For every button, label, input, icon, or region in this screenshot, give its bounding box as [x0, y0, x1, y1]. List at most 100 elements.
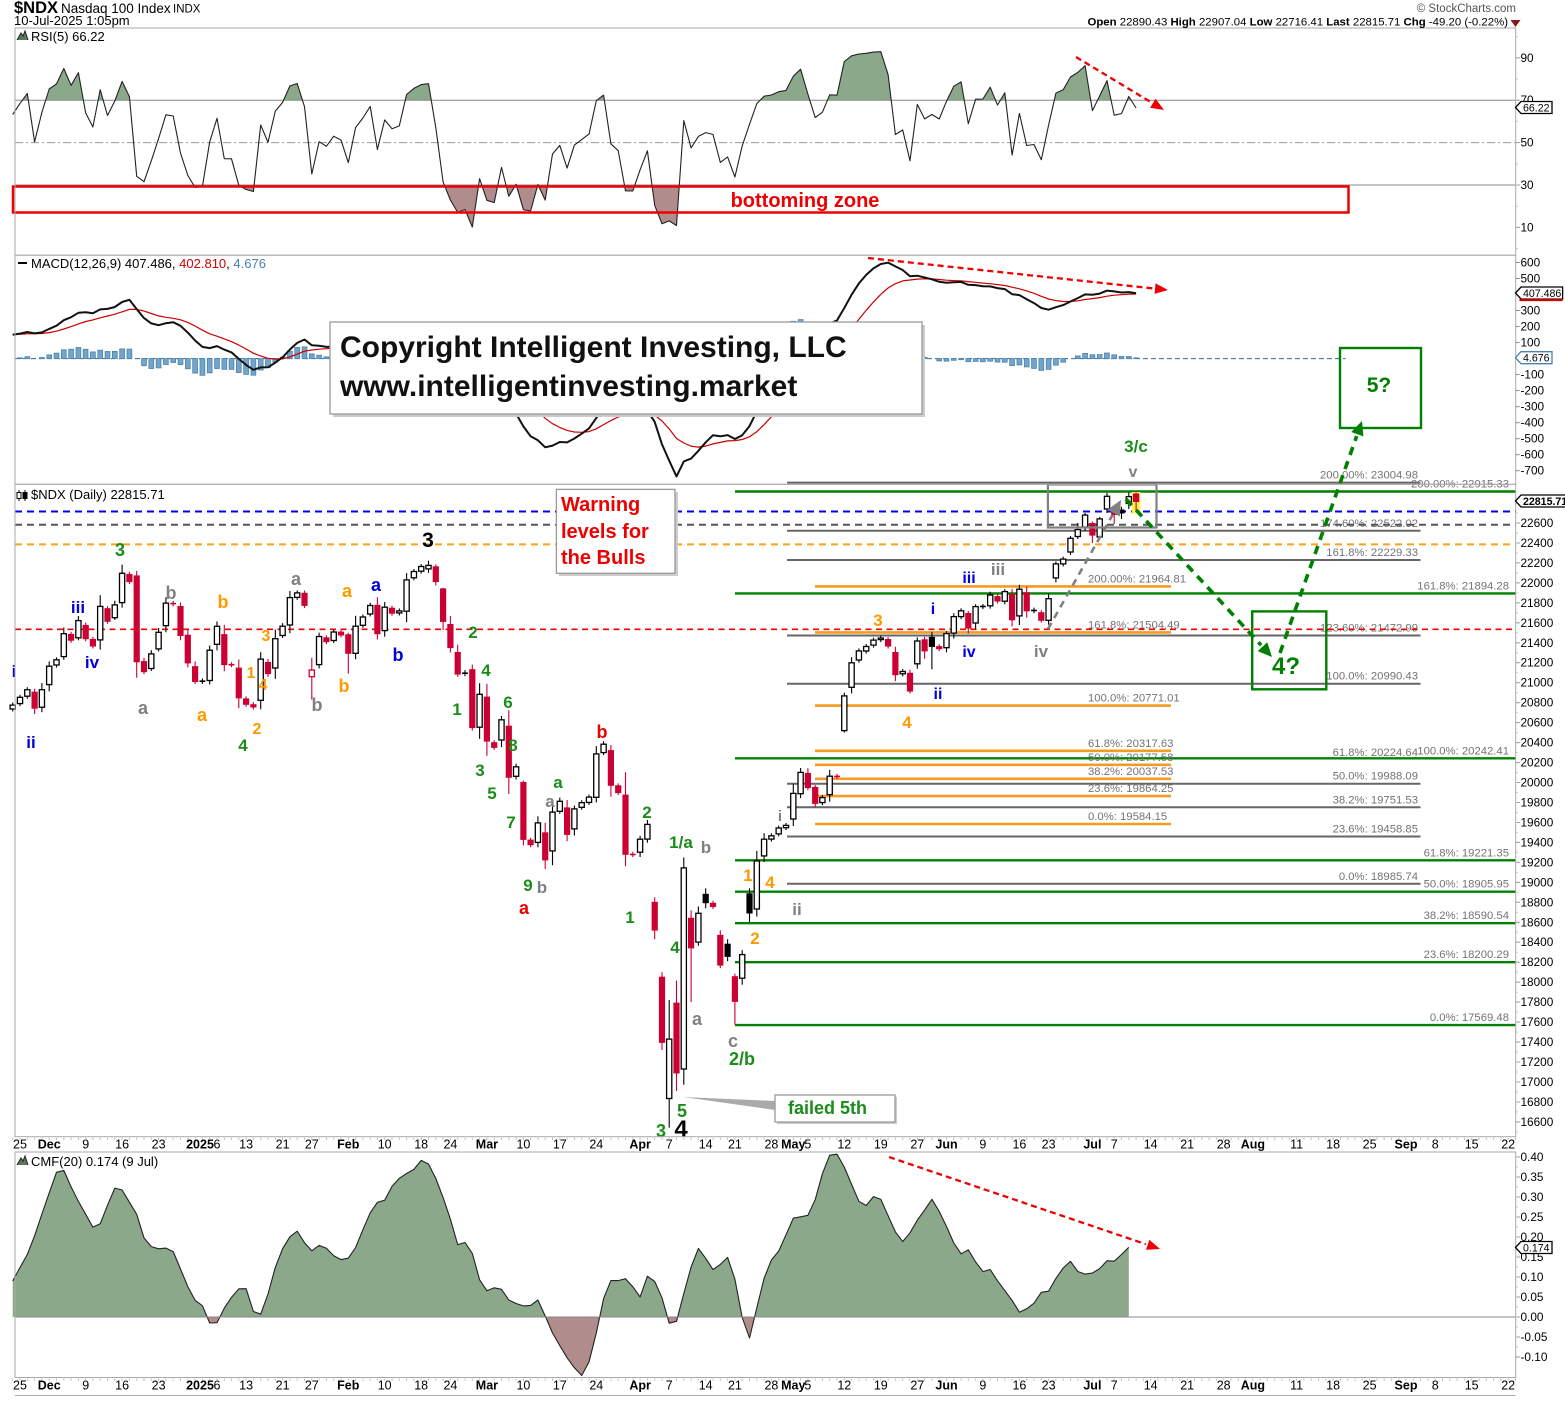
svg-text:19: 19	[874, 1379, 888, 1393]
svg-text:200.00%: 21964.81: 200.00%: 21964.81	[1088, 573, 1186, 585]
svg-text:21: 21	[728, 1138, 742, 1152]
svg-text:38.2%: 18590.54: 38.2%: 18590.54	[1424, 910, 1509, 922]
svg-text:21: 21	[728, 1379, 742, 1393]
svg-text:10: 10	[1521, 220, 1535, 234]
svg-text:23.6%: 19458.85: 23.6%: 19458.85	[1333, 824, 1418, 836]
svg-text:0.40: 0.40	[1521, 1150, 1544, 1164]
svg-text:0.0%: 18985.74: 0.0%: 18985.74	[1339, 871, 1418, 883]
svg-text:a: a	[545, 792, 555, 811]
svg-text:10: 10	[378, 1379, 392, 1393]
svg-text:1: 1	[452, 700, 461, 719]
svg-text:Apr: Apr	[629, 1379, 651, 1393]
svg-text:23.6%: 18200.29: 23.6%: 18200.29	[1424, 949, 1509, 961]
svg-text:bottoming zone: bottoming zone	[731, 190, 880, 212]
svg-text:25: 25	[1363, 1379, 1377, 1393]
svg-text:Sep: Sep	[1395, 1138, 1418, 1152]
svg-text:23: 23	[1042, 1138, 1056, 1152]
svg-text:b: b	[701, 838, 711, 857]
svg-text:6: 6	[503, 693, 512, 712]
svg-text:16: 16	[1012, 1379, 1026, 1393]
svg-text:CMF(20) 0.174 (9 Jul): CMF(20) 0.174 (9 Jul)	[31, 1154, 158, 1169]
svg-text:the Bulls: the Bulls	[561, 547, 645, 569]
svg-text:25: 25	[1363, 1138, 1377, 1152]
svg-text:Aug: Aug	[1241, 1379, 1265, 1393]
svg-text:1: 1	[625, 908, 634, 927]
svg-text:21400: 21400	[1521, 636, 1554, 650]
svg-text:failed 5th: failed 5th	[788, 1098, 867, 1118]
svg-text:18: 18	[1326, 1138, 1340, 1152]
svg-text:18: 18	[1326, 1379, 1340, 1393]
svg-text:18200: 18200	[1521, 955, 1554, 969]
svg-text:17: 17	[553, 1379, 567, 1393]
svg-text:5?: 5?	[1367, 374, 1392, 397]
svg-text:100.0%: 20990.43: 100.0%: 20990.43	[1326, 671, 1418, 683]
svg-text:Jun: Jun	[935, 1379, 957, 1393]
svg-text:0.0%: 17569.48: 0.0%: 17569.48	[1430, 1012, 1509, 1024]
svg-text:38.2%: 19751.53: 38.2%: 19751.53	[1333, 794, 1418, 806]
svg-text:19: 19	[874, 1138, 888, 1152]
svg-text:b: b	[339, 676, 350, 696]
svg-text:-400: -400	[1521, 416, 1545, 430]
svg-text:5: 5	[804, 1138, 811, 1152]
svg-text:a: a	[197, 705, 208, 725]
svg-text:28: 28	[764, 1138, 778, 1152]
svg-text:4?: 4?	[1272, 653, 1300, 680]
svg-text:22200: 22200	[1521, 556, 1554, 570]
svg-text:i: i	[931, 601, 935, 618]
svg-text:61.8%: 19221.35: 61.8%: 19221.35	[1424, 847, 1509, 859]
svg-text:21800: 21800	[1521, 596, 1554, 610]
svg-text:14: 14	[1144, 1379, 1158, 1393]
svg-text:22: 22	[1501, 1379, 1515, 1393]
svg-text:a: a	[519, 898, 530, 918]
svg-text:24: 24	[443, 1379, 457, 1393]
svg-text:38.2%: 20037.53: 38.2%: 20037.53	[1088, 766, 1173, 778]
svg-text:30: 30	[1521, 178, 1535, 192]
svg-text:24: 24	[589, 1379, 603, 1393]
svg-text:28: 28	[1217, 1379, 1231, 1393]
svg-text:0.10: 0.10	[1521, 1270, 1544, 1284]
svg-text:20800: 20800	[1521, 696, 1554, 710]
svg-text:17: 17	[553, 1138, 567, 1152]
svg-text:24: 24	[443, 1138, 457, 1152]
svg-text:Dec: Dec	[38, 1379, 61, 1393]
svg-text:$NDX: $NDX	[14, 0, 58, 17]
svg-text:61.8%: 20224.64: 61.8%: 20224.64	[1333, 747, 1418, 759]
svg-text:9: 9	[82, 1138, 89, 1152]
svg-text:2: 2	[468, 623, 477, 642]
svg-text:407.486: 407.486	[1523, 288, 1561, 300]
svg-text:4: 4	[765, 873, 775, 892]
svg-text:Feb: Feb	[337, 1138, 360, 1152]
svg-text:3: 3	[262, 628, 271, 645]
svg-text:16600: 16600	[1521, 1115, 1554, 1129]
svg-text:May: May	[781, 1379, 805, 1393]
svg-text:iii: iii	[962, 570, 975, 587]
svg-text:16800: 16800	[1521, 1095, 1554, 1109]
svg-text:levels for: levels for	[561, 521, 649, 543]
svg-text:19600: 19600	[1521, 816, 1554, 830]
svg-text:-100: -100	[1521, 368, 1545, 382]
svg-text:28: 28	[764, 1379, 778, 1393]
svg-text:1: 1	[247, 665, 256, 682]
svg-text:14: 14	[699, 1379, 713, 1393]
svg-text:-600: -600	[1521, 448, 1545, 462]
svg-text:6: 6	[214, 1138, 221, 1152]
svg-text:10-Jul-2025 1:05pm: 10-Jul-2025 1:05pm	[14, 13, 130, 28]
svg-text:-0.05: -0.05	[1521, 1330, 1548, 1344]
svg-text:Open 22890.43 High 22907.04 Lo: Open 22890.43 High 22907.04 Low 22716.41…	[1087, 17, 1508, 29]
svg-text:b: b	[166, 583, 177, 603]
svg-text:50.0%: 18905.95: 50.0%: 18905.95	[1424, 879, 1509, 891]
svg-text:$NDX (Daily) 22815.71: $NDX (Daily) 22815.71	[31, 487, 165, 502]
svg-text:b: b	[312, 695, 323, 715]
svg-text:9: 9	[979, 1138, 986, 1152]
svg-text:27: 27	[910, 1379, 924, 1393]
svg-text:-200: -200	[1521, 384, 1545, 398]
svg-text:a: a	[138, 698, 149, 718]
svg-text:Warning: Warning	[561, 494, 640, 516]
svg-text:18: 18	[414, 1379, 428, 1393]
svg-text:24: 24	[589, 1138, 603, 1152]
svg-text:9: 9	[523, 876, 532, 895]
svg-text:4: 4	[238, 736, 248, 755]
svg-text:iv: iv	[1034, 642, 1049, 661]
svg-text:-700: -700	[1521, 464, 1545, 478]
svg-text:500: 500	[1521, 272, 1541, 286]
